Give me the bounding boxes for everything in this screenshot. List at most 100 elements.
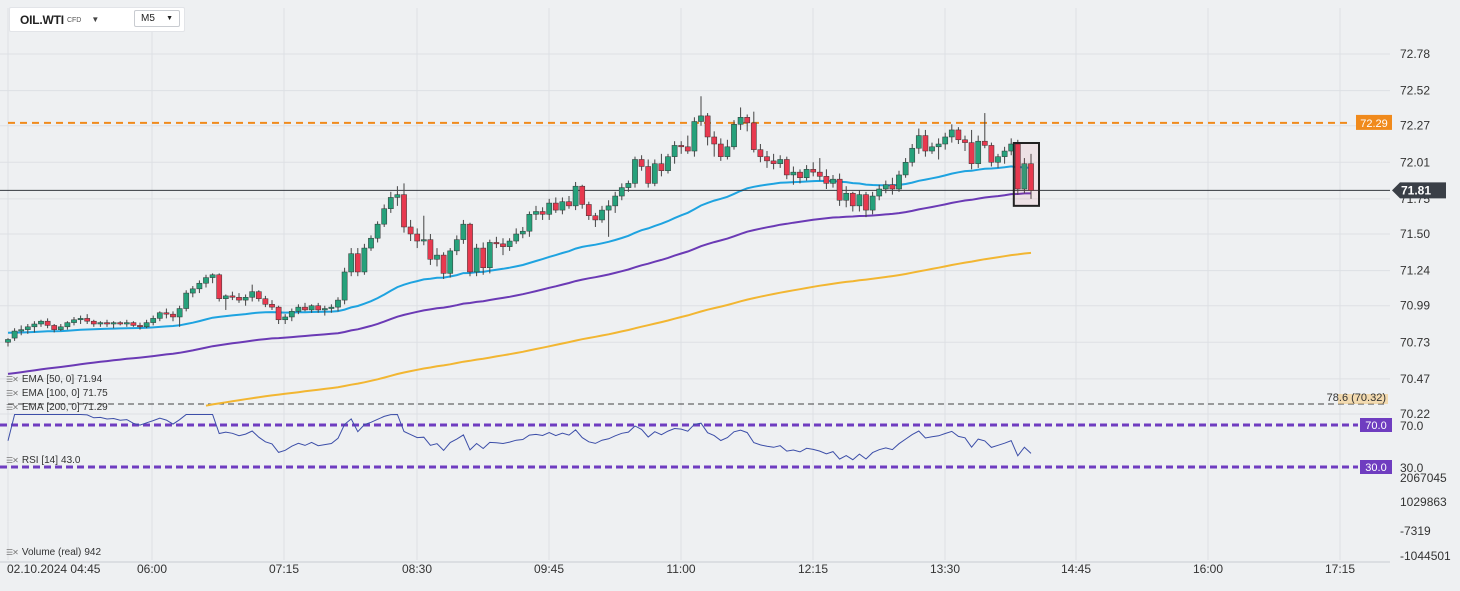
- candle-body: [414, 233, 421, 242]
- candle-body: [909, 147, 916, 163]
- candle-body: [467, 223, 473, 273]
- candle-body: [803, 169, 810, 178]
- candle-body: [163, 312, 170, 315]
- time-tick-label: 17:15: [1325, 562, 1355, 576]
- settings-close-icon[interactable]: ☰✕: [6, 456, 19, 465]
- fib-level-label: 78.6 (70.32): [1327, 392, 1386, 404]
- candle-body: [387, 197, 394, 209]
- candle-body: [717, 143, 724, 157]
- candle-body: [935, 143, 942, 148]
- candle-body: [605, 205, 612, 211]
- candle-body: [572, 185, 579, 207]
- indicator-ema200[interactable]: ☰✕ EMA [200, 0] 71.29: [6, 402, 108, 413]
- candle-body: [401, 194, 407, 228]
- ema200-line: [205, 251, 1032, 407]
- candle-body: [5, 339, 11, 343]
- rsi-upper-label: 70.0: [1365, 420, 1386, 432]
- candle-body: [764, 156, 770, 162]
- indicator-ema100[interactable]: ☰✕ EMA [100, 0] 71.75: [6, 388, 108, 399]
- time-tick-label: 02.10.2024 04:45: [7, 562, 101, 576]
- candle-body: [302, 306, 308, 311]
- indicator-volume[interactable]: ☰✕ Volume (real) 942: [6, 547, 102, 558]
- candle-body: [519, 230, 526, 235]
- candle-body: [143, 322, 150, 328]
- settings-close-icon[interactable]: ☰✕: [6, 548, 19, 557]
- candle-body: [453, 239, 460, 252]
- time-tick-label: 08:30: [402, 562, 432, 576]
- rsi-upper-tag: [1360, 418, 1392, 432]
- candle-body: [57, 326, 64, 330]
- candle-body: [473, 247, 480, 273]
- current-price-label: 71.81: [1401, 183, 1431, 197]
- candle-body: [150, 318, 157, 323]
- candle-body: [559, 201, 566, 211]
- candle-body: [552, 202, 559, 211]
- volume-tick-label: 1029863: [1400, 495, 1447, 509]
- resistance-price-tag: [1356, 114, 1392, 130]
- candle-body: [506, 240, 513, 247]
- candle-body: [38, 320, 44, 325]
- candle-body: [889, 184, 896, 190]
- candle-body: [816, 171, 823, 177]
- price-tick-label: 70.99: [1400, 299, 1430, 313]
- timeframe-select[interactable]: M5 ▼: [134, 10, 180, 27]
- rsi-lower-tag: [1360, 460, 1392, 474]
- candle-body: [275, 306, 282, 321]
- candle-body: [922, 135, 929, 152]
- settings-close-icon[interactable]: ☰✕: [6, 389, 19, 398]
- candle-body: [698, 115, 704, 122]
- candle-body: [810, 169, 817, 173]
- candle-body: [427, 239, 434, 260]
- candle-body: [546, 202, 553, 215]
- rsi-axis-label-lower: 30.0: [1400, 461, 1424, 475]
- candle-body: [18, 329, 25, 332]
- candle-body: [480, 247, 487, 268]
- candle-body: [236, 297, 242, 301]
- time-tick-label: 12:15: [798, 562, 828, 576]
- price-tick-label: 72.01: [1400, 155, 1430, 169]
- price-tick-label: 72.78: [1400, 47, 1430, 61]
- candle-body: [975, 140, 982, 164]
- indicator-rsi[interactable]: ☰✕ RSI [14] 43.0: [6, 455, 81, 466]
- candle-body: [440, 254, 447, 274]
- ema50-line: [7, 165, 1032, 334]
- candle-body: [315, 305, 322, 311]
- candle-body: [354, 253, 361, 273]
- candle-body: [942, 136, 949, 145]
- candle-body: [849, 192, 856, 207]
- symbol-bar[interactable]: OIL.WTI CFD ▼ M5 ▼: [9, 7, 185, 32]
- candle-body: [156, 312, 163, 319]
- candle-body: [704, 115, 711, 138]
- symbol-name[interactable]: OIL.WTI: [20, 12, 64, 27]
- price-tick-label: 70.47: [1400, 372, 1430, 386]
- candle-body: [988, 145, 995, 163]
- symbol-dropdown-icon[interactable]: ▼: [91, 15, 100, 24]
- rsi-axis-label-upper: 70.0: [1400, 419, 1424, 433]
- price-tick-label: 71.24: [1400, 264, 1430, 278]
- candle-body: [823, 176, 830, 184]
- volume-tick-label: 2067045: [1400, 471, 1447, 485]
- settings-close-icon[interactable]: ☰✕: [6, 403, 19, 412]
- candle-body: [645, 166, 652, 184]
- candle-body: [981, 140, 988, 146]
- candle-body: [123, 322, 130, 325]
- candle-body: [24, 326, 31, 330]
- candle-body: [288, 311, 295, 318]
- candle-body: [896, 174, 902, 190]
- candle-body: [995, 156, 1001, 163]
- candle-body: [1028, 163, 1034, 191]
- candle-body: [407, 226, 414, 235]
- candle-body: [592, 215, 599, 221]
- candle-body: [97, 322, 104, 325]
- time-tick-label: 14:45: [1061, 562, 1091, 576]
- candle-body: [513, 233, 520, 242]
- candle-body: [955, 129, 962, 141]
- indicator-ema50[interactable]: ☰✕ EMA [50, 0] 71.94: [6, 374, 103, 385]
- candle-body: [460, 223, 467, 240]
- candle-body: [948, 129, 955, 138]
- settings-close-icon[interactable]: ☰✕: [6, 375, 19, 384]
- candle-body: [777, 159, 784, 164]
- candle-body: [110, 322, 117, 325]
- candle-body: [381, 208, 388, 225]
